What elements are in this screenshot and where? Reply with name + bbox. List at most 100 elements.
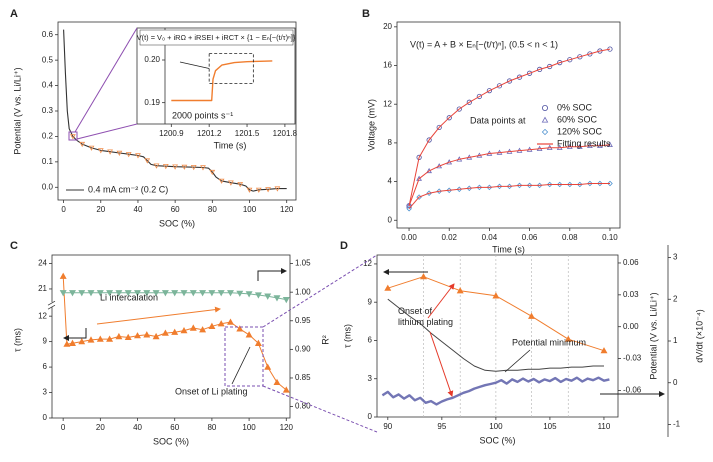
panel-label: C	[10, 240, 18, 252]
marker	[506, 183, 513, 190]
marker	[264, 293, 272, 300]
y-tick-label: 21	[38, 284, 47, 293]
panel-label: B	[362, 8, 370, 20]
annotation-arrow	[427, 283, 455, 319]
x-tick-label: 0.02	[441, 233, 457, 242]
x-tick-label: 0	[61, 205, 66, 214]
marker	[153, 163, 160, 169]
marker	[476, 93, 482, 100]
marker	[456, 106, 462, 112]
x-tick-label: 110	[598, 422, 611, 431]
marker	[237, 182, 244, 188]
marker	[228, 180, 234, 186]
marker	[115, 332, 123, 340]
legend-label: 60% SOC	[557, 114, 598, 124]
marker	[426, 137, 432, 143]
x-tick-label: 0.08	[562, 233, 578, 242]
annotation: Onset of Li plating	[175, 386, 248, 396]
y-tick-label: 12	[383, 99, 392, 108]
marker	[255, 187, 262, 193]
marker	[577, 181, 583, 188]
y-tick-label: 4	[388, 177, 393, 186]
marker	[78, 290, 86, 297]
legend-title: Data points at	[470, 115, 526, 125]
marker	[536, 182, 543, 189]
plot-frame	[376, 254, 619, 418]
annotation: Potential minimum	[512, 337, 586, 347]
y-tick-label: 3	[43, 388, 48, 397]
x-tick-label: 60	[170, 423, 179, 432]
axis-title: Potential (V vs. Li/Li⁺)	[12, 67, 22, 154]
legend-label: 0.4 mA cm⁻² (0.2 C)	[88, 184, 168, 194]
x-tick-label: 0.10	[602, 233, 618, 242]
zoom-box	[208, 53, 254, 84]
y-tick-label: 0.20	[144, 55, 160, 64]
marker	[106, 290, 114, 297]
axis-break	[47, 300, 56, 310]
zoom-box	[224, 326, 264, 387]
y-tick-label: 20	[383, 22, 392, 31]
y-tick-label: 0.00	[623, 322, 639, 331]
x-tick-label: 100	[243, 205, 257, 214]
marker	[115, 290, 123, 297]
marker	[135, 153, 141, 159]
marker	[134, 332, 141, 339]
y-tick-label: 12	[38, 311, 47, 320]
legend-swatch	[541, 128, 549, 136]
marker	[597, 180, 603, 187]
x-tick-label: 120	[280, 205, 294, 214]
annotation-arrow	[429, 331, 454, 397]
marker	[456, 287, 464, 294]
marker	[466, 99, 472, 105]
y-tick-label: 6	[43, 362, 48, 371]
axis-title: R²	[320, 335, 330, 345]
marker	[556, 181, 563, 188]
marker	[180, 290, 188, 297]
x-tick-label: 40	[134, 205, 143, 214]
marker	[190, 164, 197, 171]
x-tick-label: 1201.8	[273, 129, 298, 138]
x-tick-label: 105	[543, 422, 557, 431]
y-tick-label: 0.0	[42, 182, 54, 191]
x-tick-label: 0	[61, 423, 66, 432]
marker	[537, 66, 543, 72]
x-tick-label: 40	[133, 423, 142, 432]
marker	[282, 296, 290, 304]
equation-box	[139, 29, 294, 46]
legend-label: Fitting results	[557, 138, 611, 148]
marker	[557, 60, 563, 66]
marker	[273, 378, 281, 386]
marker	[406, 202, 412, 208]
marker	[124, 290, 132, 297]
marker	[384, 284, 392, 291]
marker	[59, 272, 67, 279]
y-tick-label: 2	[673, 294, 678, 303]
y-tick-label: 8	[388, 138, 393, 147]
legend-label: 120% SOC	[557, 126, 603, 136]
y-tick-label: 0	[388, 215, 393, 224]
marker	[144, 158, 151, 164]
axis-arrow	[257, 268, 287, 281]
y-tick-label: 0.03	[623, 290, 639, 299]
x-tick-label: 1201.2	[197, 129, 222, 138]
axis-title: SOC (%)	[159, 218, 195, 228]
annotation-line	[231, 346, 251, 385]
marker	[87, 336, 95, 343]
marker	[236, 290, 244, 297]
axis-arrow	[63, 328, 87, 341]
x-tick-label: 100	[489, 422, 503, 431]
marker	[547, 63, 553, 70]
decorations	[63, 27, 665, 433]
marker	[526, 182, 533, 189]
data-line	[171, 60, 273, 102]
y-tick-label: 0.95	[295, 316, 311, 325]
data-line	[381, 376, 610, 406]
axis-break-gap	[49, 302, 55, 308]
marker	[486, 184, 493, 191]
marker	[420, 273, 427, 280]
zoom-connector	[74, 27, 138, 133]
y-tick-label: 0	[368, 412, 373, 421]
marker	[70, 134, 76, 140]
marker	[69, 290, 76, 297]
